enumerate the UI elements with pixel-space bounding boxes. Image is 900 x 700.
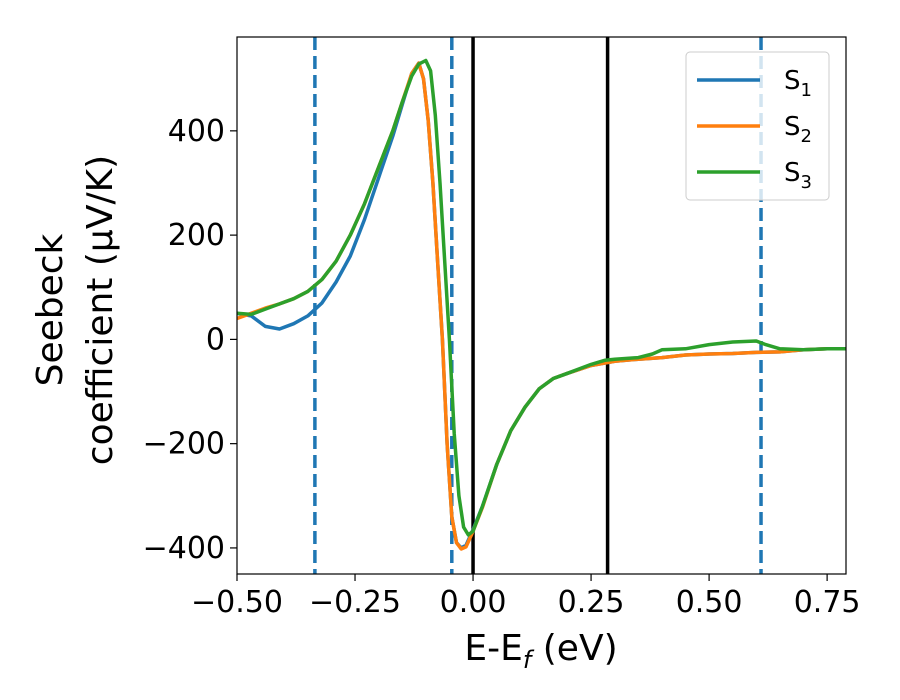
y-tick-label: −400 [143, 531, 225, 566]
y-tick-label: 0 [206, 322, 225, 357]
series-layer [237, 58, 846, 551]
x-tick-label: 0.50 [676, 585, 743, 620]
y-tick-label: −200 [143, 427, 225, 462]
series-line-3 [237, 58, 846, 537]
svg-text:Seebeck: Seebeck [30, 233, 71, 386]
x-axis-title: E-Ef (eV) [464, 628, 617, 674]
plot-frame [236, 36, 847, 575]
y-axis-ticks: −400 −200 0 200 400 [143, 114, 237, 566]
y-axis-title: Seebeck coefficient (μV/K) [30, 155, 121, 465]
x-tick-label: −0.50 [191, 585, 283, 620]
x-tick-label: 0.00 [440, 585, 507, 620]
reference-lines [313, 37, 763, 574]
y-tick-label: 200 [168, 218, 225, 253]
x-tick-label: 0.75 [794, 585, 861, 620]
x-tick-label: 0.25 [558, 585, 625, 620]
legend: S1 S2 S3 [685, 51, 830, 201]
legend-label-3: S3 [784, 158, 812, 193]
legend-label-2: S2 [784, 112, 812, 147]
y-tick-label: 400 [168, 114, 225, 149]
svg-text:coefficient (μV/K): coefficient (μV/K) [80, 155, 121, 465]
x-tick-label: −0.25 [309, 585, 401, 620]
legend-label-1: S1 [784, 66, 812, 101]
x-axis-ticks: −0.50 −0.25 0.00 0.25 0.50 0.75 [191, 574, 861, 620]
